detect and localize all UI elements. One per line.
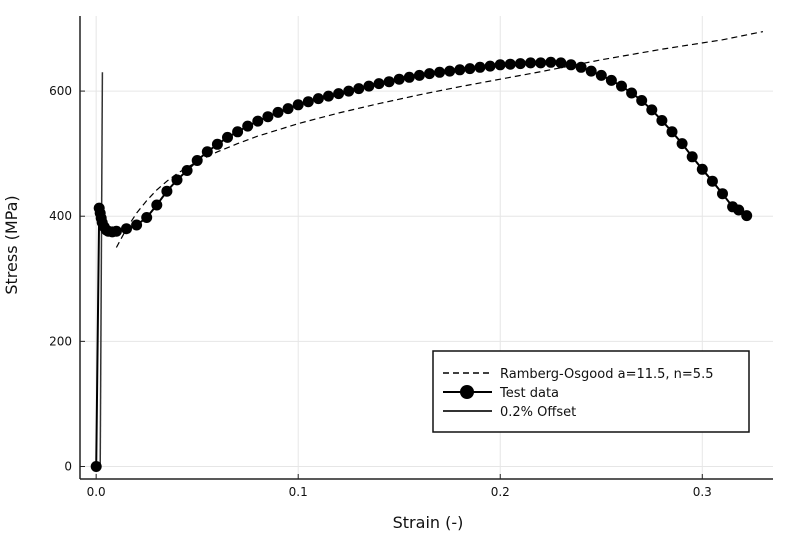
test-data-point: [373, 78, 385, 90]
test-data-point: [383, 76, 395, 88]
test-data-point: [717, 188, 728, 200]
legend: Ramberg-Osgood a=11.5, n=5.5 Test data 0…: [432, 350, 750, 433]
test-data-point: [626, 87, 638, 99]
legend-entry-ramberg-osgood: Ramberg-Osgood a=11.5, n=5.5: [443, 367, 713, 382]
legend-label-test-data: Test data: [499, 386, 559, 401]
test-data-point: [494, 59, 506, 71]
test-data-point: [666, 126, 678, 138]
test-data-point: [201, 146, 213, 158]
x-axis-label: Strain (-): [393, 513, 464, 532]
test-data-point: [616, 80, 627, 92]
y-tick-label: 400: [49, 209, 72, 223]
grid-lines: [80, 16, 773, 479]
test-data-point: [646, 104, 658, 116]
ramberg-osgood-line: [115, 31, 764, 248]
test-data-point: [636, 95, 648, 106]
x-tick-label: 0.1: [289, 485, 308, 499]
test-data-point: [90, 461, 102, 472]
test-data-point: [595, 69, 607, 81]
test-data-point: [302, 96, 314, 108]
y-axis-label: Stress (MPa): [2, 195, 21, 294]
test-data-point: [535, 57, 547, 69]
axes: [79, 16, 773, 480]
test-data-point: [222, 131, 233, 143]
y-tick-label: 0: [64, 459, 72, 473]
test-data-point: [474, 61, 486, 73]
test-data-point: [242, 120, 254, 132]
series-layer: [90, 31, 764, 472]
test-data-point: [232, 126, 244, 138]
test-data-point: [464, 63, 476, 75]
legend-label-ramberg-osgood: Ramberg-Osgood a=11.5, n=5.5: [500, 367, 713, 382]
test-data-point: [272, 106, 284, 118]
test-data-point: [262, 111, 274, 123]
test-data-point: [131, 219, 143, 231]
test-data-point: [676, 138, 688, 150]
test-data-point: [656, 115, 668, 126]
test-data-point: [181, 165, 193, 176]
test-data-point: [484, 60, 496, 72]
test-data-point: [333, 88, 345, 100]
legend-swatch-marker: [460, 385, 474, 399]
test-data-point: [706, 175, 718, 187]
tick-labels: 0.0 0.1 0.2 0.3 0 200 400 600: [49, 84, 712, 499]
test-data-point: [686, 151, 698, 163]
test-data-point: [565, 59, 577, 71]
test-data-point: [110, 225, 122, 237]
test-data-point: [191, 155, 203, 166]
test-data-point: [292, 99, 304, 111]
test-data-point: [555, 57, 567, 69]
x-tick-label: 0.3: [693, 485, 712, 499]
test-data-point: [323, 90, 334, 102]
test-data-point: [696, 163, 708, 175]
test-data-point: [605, 74, 617, 86]
test-data-point: [282, 103, 294, 115]
test-data-point: [211, 138, 223, 150]
test-data-point: [733, 204, 745, 216]
test-data-point: [171, 174, 183, 186]
legend-entry-offset: 0.2% Offset: [443, 405, 576, 420]
test-data-point: [454, 64, 466, 76]
test-data-point: [403, 71, 415, 83]
test-data-point: [343, 85, 355, 97]
y-tick-label: 200: [49, 334, 72, 348]
test-data-point: [393, 73, 405, 85]
test-data-point: [514, 58, 526, 70]
test-data-point: [141, 212, 153, 223]
y-tick-label: 600: [49, 84, 72, 98]
test-data-point: [741, 210, 753, 222]
legend-label-offset: 0.2% Offset: [500, 405, 576, 420]
test-data-point: [151, 199, 163, 211]
x-tick-label: 0.0: [87, 485, 106, 499]
test-data-point: [434, 66, 446, 78]
test-data-point: [525, 57, 537, 69]
test-data-point: [575, 61, 587, 73]
test-data-point: [444, 65, 456, 77]
test-data-point: [252, 115, 264, 127]
test-data-point: [545, 56, 557, 68]
offset-line: [99, 72, 104, 467]
test-data-point: [413, 69, 425, 81]
test-data-point: [121, 223, 132, 235]
legend-entry-test-data: Test data: [443, 385, 559, 401]
test-data-point: [585, 65, 597, 77]
test-data-point: [161, 185, 173, 197]
test-data-point: [424, 68, 435, 80]
test-data-point: [312, 93, 324, 105]
test-data-point: [363, 80, 375, 92]
x-tick-label: 0.2: [491, 485, 510, 499]
test-data-point: [353, 83, 365, 95]
test-data-point: [504, 58, 516, 70]
